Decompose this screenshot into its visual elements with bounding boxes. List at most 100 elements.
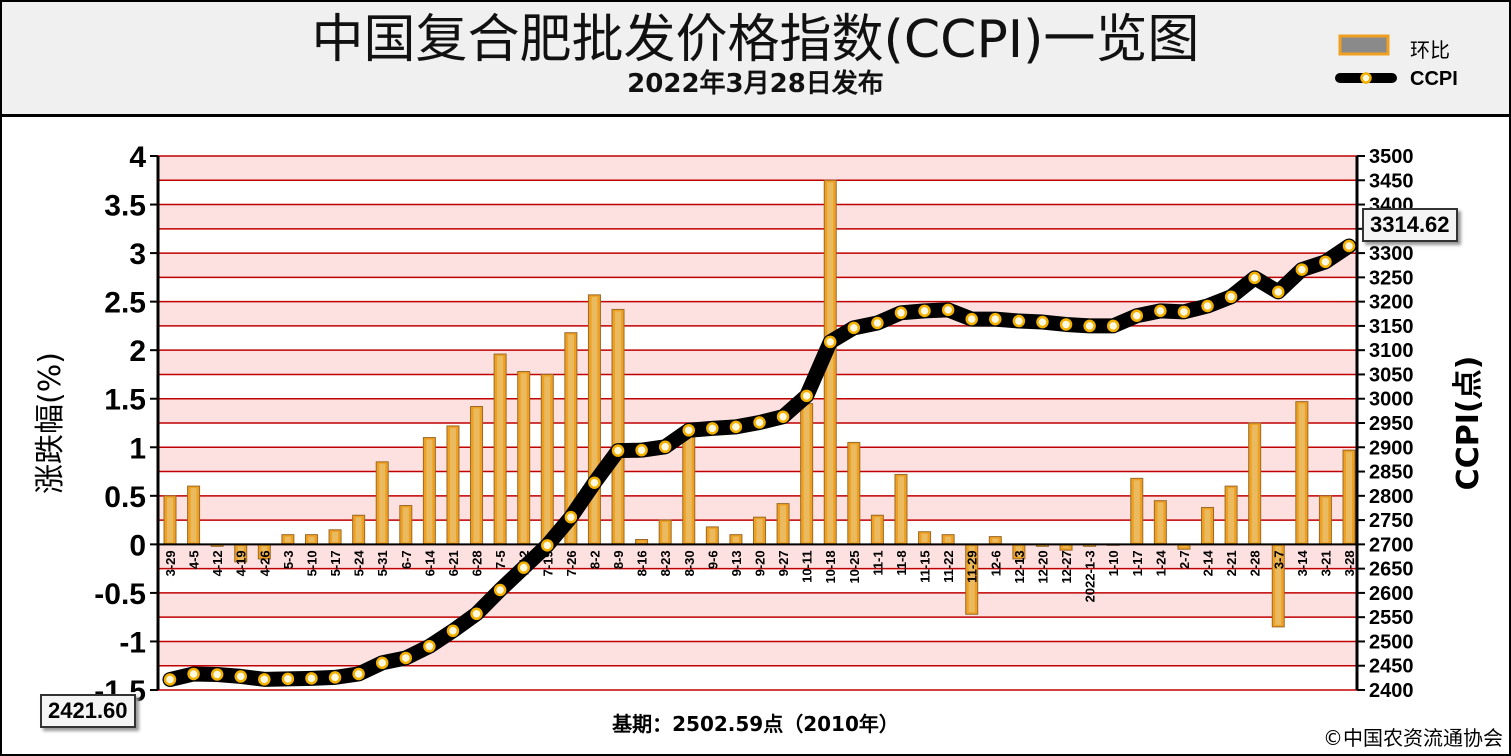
y-tick-label: 0.5 bbox=[104, 481, 146, 514]
bar-highlight bbox=[284, 536, 291, 543]
ccpi-point bbox=[800, 389, 813, 403]
x-tick-label: 8-9 bbox=[611, 550, 626, 569]
ccpi-point bbox=[1154, 304, 1167, 318]
y2-tick-label: 2600 bbox=[1369, 583, 1414, 605]
bar-highlight bbox=[355, 517, 362, 543]
ccpi-point bbox=[258, 673, 271, 686]
y-tick-label: 4 bbox=[129, 141, 146, 174]
x-tick-label: 10-18 bbox=[823, 550, 838, 583]
y-tick-label: 0 bbox=[129, 529, 146, 562]
plot-band bbox=[158, 641, 1357, 666]
x-tick-label: 5-10 bbox=[304, 550, 319, 576]
ccpi-point bbox=[989, 312, 1002, 326]
y2-tick-label: 2900 bbox=[1369, 437, 1414, 459]
x-tick-label: 2-21 bbox=[1224, 550, 1239, 576]
x-tick-label: 3-28 bbox=[1342, 550, 1357, 576]
x-tick-label: 11-22 bbox=[941, 550, 956, 583]
x-tick-label: 2-14 bbox=[1201, 550, 1216, 577]
bar-highlight bbox=[897, 476, 904, 543]
y2-tick-label: 2700 bbox=[1369, 534, 1414, 556]
base-period-label: 基期：2502.59点（2010年） bbox=[612, 712, 899, 736]
ccpi-point bbox=[234, 670, 247, 683]
legend-bar-swatch bbox=[1338, 34, 1390, 56]
y2-tick-label: 3450 bbox=[1369, 170, 1414, 192]
ccpi-point bbox=[1177, 305, 1191, 319]
ccpi-point bbox=[423, 640, 436, 653]
ccpi-point bbox=[375, 656, 389, 670]
plot-band bbox=[158, 277, 1357, 302]
ccpi-point bbox=[753, 416, 766, 429]
plot-band bbox=[158, 592, 1357, 618]
ccpi-point bbox=[163, 673, 177, 686]
chart-title: 中国复合肥批发价格指数(CCPI)一览图 bbox=[311, 10, 1200, 70]
bar-highlight bbox=[709, 528, 716, 543]
x-tick-label: 2022-1-3 bbox=[1083, 550, 1098, 602]
bar-highlight bbox=[1228, 488, 1235, 543]
plot-band bbox=[158, 350, 1357, 375]
ccpi-point bbox=[399, 651, 413, 665]
y2-tick-label: 3500 bbox=[1369, 146, 1414, 168]
ccpi-point bbox=[588, 476, 601, 489]
x-tick-label: 12-27 bbox=[1059, 550, 1074, 583]
ccpi-point bbox=[611, 444, 625, 457]
y2-tick-label: 3250 bbox=[1369, 267, 1414, 289]
plot-band bbox=[158, 374, 1357, 399]
x-tick-label: 8-2 bbox=[587, 550, 602, 569]
bar-highlight bbox=[261, 546, 268, 557]
bar-highlight bbox=[1346, 452, 1352, 543]
x-tick-label: 6-14 bbox=[422, 550, 437, 577]
y2-tick-label: 3050 bbox=[1369, 364, 1414, 386]
ccpi-point bbox=[871, 316, 884, 330]
bar-highlight bbox=[190, 488, 197, 543]
y2-tick-label: 2550 bbox=[1369, 607, 1414, 629]
y2-tick-label: 2850 bbox=[1369, 462, 1414, 484]
x-tick-label: 4-19 bbox=[234, 550, 249, 576]
x-tick-label: 5-3 bbox=[281, 550, 296, 569]
ccpi-point bbox=[446, 624, 460, 638]
bar-highlight bbox=[402, 507, 409, 543]
ccpi-point bbox=[1319, 255, 1332, 269]
y-axis-title: 涨跌幅(%) bbox=[33, 352, 68, 494]
ccpi-point bbox=[894, 306, 908, 320]
x-tick-label: 9-13 bbox=[729, 550, 744, 576]
header bbox=[2, 2, 1509, 117]
legend-line-marker bbox=[1360, 72, 1372, 84]
ccpi-point bbox=[541, 539, 554, 552]
bar-highlight bbox=[332, 531, 339, 543]
x-tick-label: 4-5 bbox=[187, 550, 202, 569]
x-tick-label: 10-25 bbox=[847, 550, 862, 583]
x-tick-label: 12-13 bbox=[1012, 550, 1027, 583]
bar-highlight bbox=[732, 536, 739, 543]
x-tick-label: 7-5 bbox=[493, 550, 508, 569]
x-tick-label: 1-17 bbox=[1130, 550, 1145, 576]
bar-highlight bbox=[308, 536, 315, 543]
x-tick-label: 5-31 bbox=[375, 550, 390, 576]
ccpi-point bbox=[682, 424, 696, 437]
ccpi-point bbox=[847, 321, 861, 335]
bar-highlight bbox=[1251, 425, 1258, 543]
y2-tick-label: 2950 bbox=[1369, 413, 1414, 435]
x-tick-label: 5-24 bbox=[352, 550, 367, 577]
plot-band bbox=[158, 156, 1357, 181]
x-tick-label: 4-26 bbox=[257, 550, 272, 576]
y-tick-label: -0.5 bbox=[94, 578, 146, 611]
bar-highlight bbox=[921, 533, 928, 543]
ccpi-point bbox=[823, 335, 837, 349]
x-tick-label: 3-29 bbox=[163, 550, 178, 576]
bar-highlight bbox=[591, 296, 598, 543]
plot-band bbox=[158, 180, 1357, 205]
chart-subtitle: 2022年3月28日发布 bbox=[627, 69, 884, 99]
plot-band bbox=[158, 325, 1357, 351]
y-tick-label: 1 bbox=[129, 432, 146, 465]
ccpi-point bbox=[281, 672, 295, 686]
plot-band bbox=[158, 471, 1357, 496]
x-tick-label: 11-15 bbox=[918, 550, 933, 583]
y-tick-label: 2 bbox=[129, 335, 146, 368]
bar-highlight bbox=[544, 376, 551, 543]
bar-highlight bbox=[968, 546, 975, 613]
x-tick-label: 2-7 bbox=[1177, 550, 1192, 569]
x-tick-label: 10-11 bbox=[800, 550, 815, 583]
ccpi-point bbox=[305, 672, 318, 685]
x-tick-label: 11-1 bbox=[870, 550, 885, 575]
